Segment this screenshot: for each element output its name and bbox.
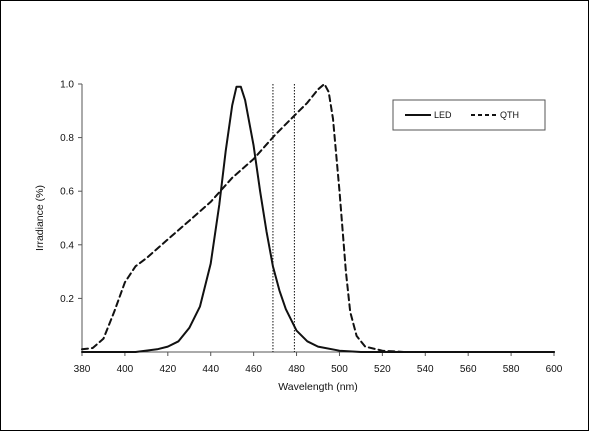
x-tick-label: 540 [417, 364, 434, 375]
reference-lines [272, 84, 295, 352]
x-tick-label: 560 [460, 364, 477, 375]
y-tick-label: 0.8 [60, 133, 74, 144]
legend-label-qth: QTH [500, 110, 519, 120]
x-tick-label: 380 [74, 364, 91, 375]
x-tick-label: 440 [202, 364, 219, 375]
y-tick-label: 0.2 [60, 294, 74, 305]
x-axis-title: Wavelength (nm) [278, 381, 358, 393]
y-tick-label: 1.0 [60, 80, 74, 91]
plot-area: 380 400 420 440 460 480 500 520 540 560 580 600 0.2… [60, 80, 563, 376]
legend-box [392, 99, 546, 131]
y-tick-label: 0.6 [60, 187, 74, 198]
x-tick-label: 480 [288, 364, 305, 375]
x-tick-label: 420 [159, 364, 176, 375]
x-tick-label: 400 [117, 364, 134, 375]
x-tick-label: 460 [245, 364, 262, 375]
legend: LED QTH [392, 99, 546, 131]
y-ticks: 0.2 0.4 0.6 0.8 1.0 [60, 80, 82, 305]
x-tick-label: 580 [503, 364, 520, 375]
series-line-qth [81, 83, 555, 353]
series-group [81, 83, 555, 353]
legend-label-led: LED [434, 110, 452, 120]
x-ticks: 380 400 420 440 460 480 500 520 540 560 580 600 [74, 352, 563, 375]
y-axis-title: Irradiance (%) [34, 185, 46, 251]
series-line-led [81, 85, 555, 353]
x-tick-label: 600 [546, 364, 563, 375]
x-tick-label: 520 [374, 364, 391, 375]
y-tick-label: 0.4 [60, 240, 74, 251]
x-tick-label: 500 [331, 364, 348, 375]
